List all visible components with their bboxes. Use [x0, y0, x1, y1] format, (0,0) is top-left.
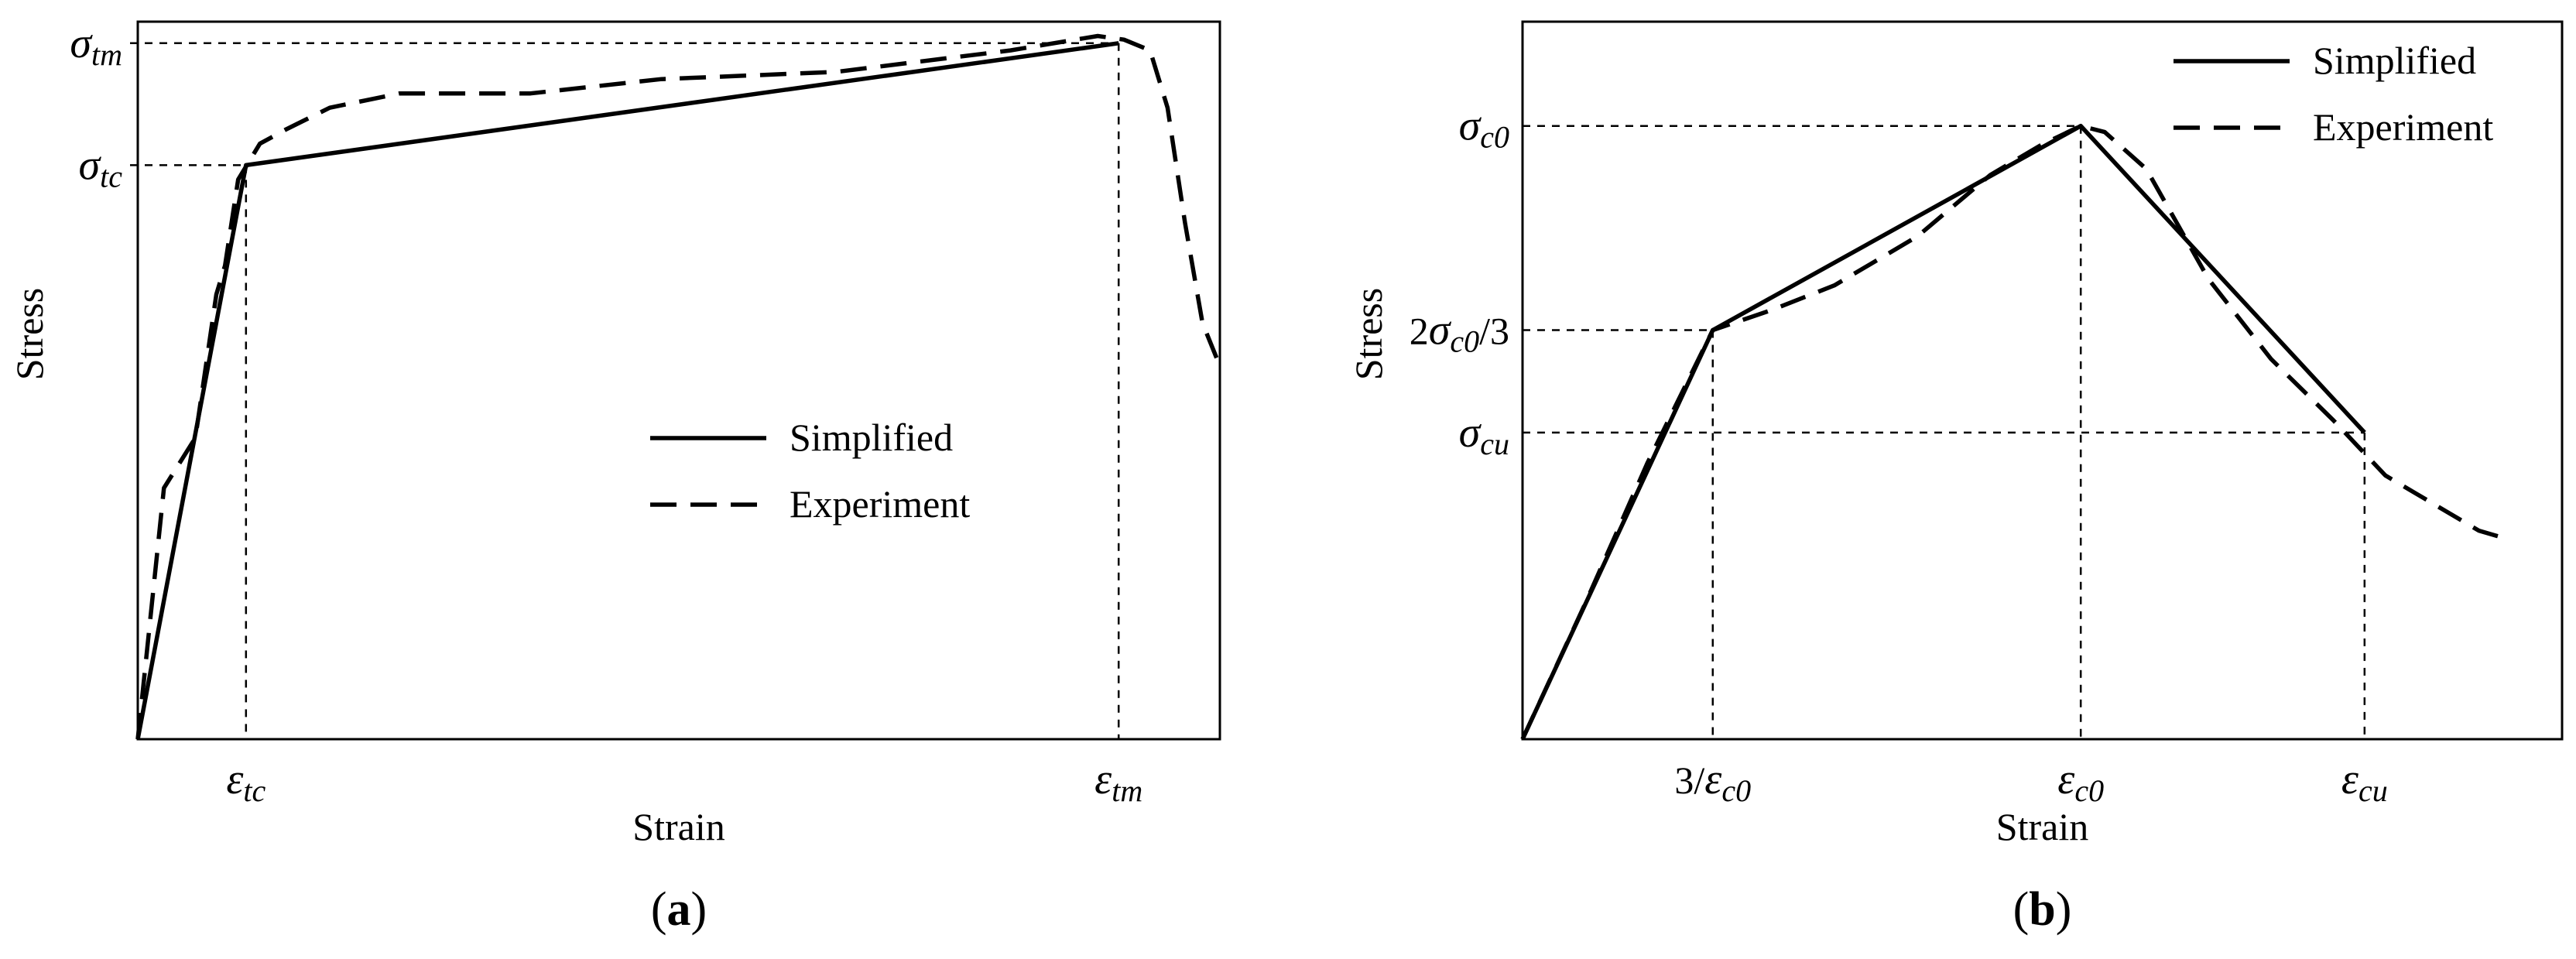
panel-label: (b)	[2013, 883, 2072, 936]
x-tick-label-0: εtc	[226, 755, 265, 808]
x-axis-label: Strain	[632, 805, 724, 848]
plot-frame	[136, 20, 1221, 741]
series-simplified-line	[135, 41, 1119, 740]
x-tick-label-0: 3/εc0	[1674, 755, 1751, 808]
y-tick-label-1: σtm	[70, 19, 122, 72]
panel-label: (a)	[651, 883, 707, 936]
y-axis-label: Stress	[8, 288, 51, 380]
y-axis-label: Stress	[1347, 288, 1390, 380]
panel-b: σc0 2σc0/3 σcu 3/εc0 εc0 εcu Simplified Experim…	[1347, 20, 2564, 936]
legend-label-experiment: Experiment	[2313, 105, 2493, 149]
y-tick-label-1: 2σc0/3	[1410, 307, 1509, 359]
y-tick-label-0: σc0	[1459, 102, 1509, 155]
x-tick-label-1: εtm	[1094, 755, 1142, 808]
plot-frame	[1521, 20, 2564, 741]
panel-a: σtc σtm εtc εtm Simplified Experiment Strain St…	[8, 19, 1222, 936]
x-tick-label-2: εcu	[2341, 755, 2388, 808]
series-simplified-line	[1520, 123, 2366, 741]
legend-label-simplified: Simplified	[2313, 39, 2476, 82]
legend-label-experiment: Experiment	[790, 482, 970, 526]
legend-label-simplified: Simplified	[790, 416, 953, 459]
x-tick-label-1: εc0	[2057, 755, 2104, 808]
x-axis-label: Strain	[1996, 805, 2088, 848]
series-experiment-line	[135, 33, 1222, 740]
y-tick-label-2: σcu	[1459, 409, 1509, 461]
y-tick-label-0: σtc	[79, 141, 123, 194]
series-experiment-line	[1520, 123, 2501, 741]
